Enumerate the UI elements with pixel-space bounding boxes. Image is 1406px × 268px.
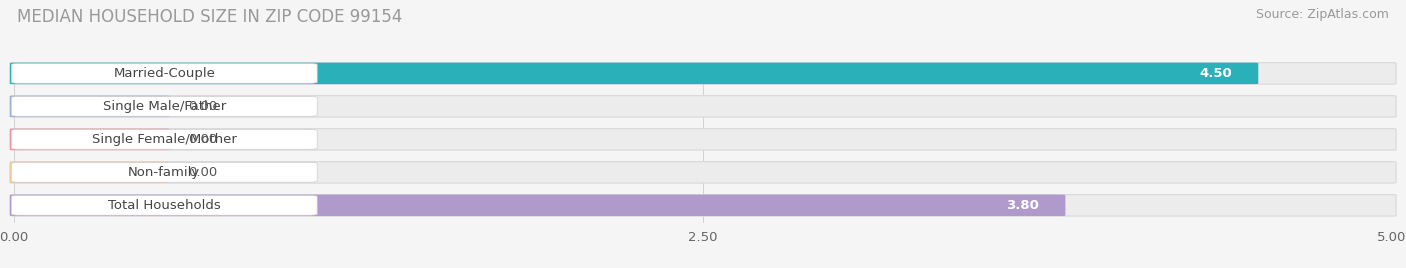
- FancyBboxPatch shape: [10, 195, 1396, 216]
- Text: 0.00: 0.00: [187, 100, 217, 113]
- FancyBboxPatch shape: [10, 96, 1396, 117]
- Text: Non-family: Non-family: [128, 166, 201, 179]
- Text: 4.50: 4.50: [1199, 67, 1232, 80]
- Text: MEDIAN HOUSEHOLD SIZE IN ZIP CODE 99154: MEDIAN HOUSEHOLD SIZE IN ZIP CODE 99154: [17, 8, 402, 26]
- Text: 3.80: 3.80: [1007, 199, 1039, 212]
- Text: Total Households: Total Households: [108, 199, 221, 212]
- FancyBboxPatch shape: [10, 162, 1396, 183]
- FancyBboxPatch shape: [11, 64, 318, 83]
- FancyBboxPatch shape: [11, 162, 318, 182]
- Text: Single Male/Father: Single Male/Father: [103, 100, 226, 113]
- FancyBboxPatch shape: [10, 129, 1396, 150]
- Text: Source: ZipAtlas.com: Source: ZipAtlas.com: [1256, 8, 1389, 21]
- FancyBboxPatch shape: [11, 195, 318, 215]
- Text: Single Female/Mother: Single Female/Mother: [91, 133, 236, 146]
- FancyBboxPatch shape: [11, 129, 318, 149]
- Text: 0.00: 0.00: [187, 166, 217, 179]
- FancyBboxPatch shape: [10, 195, 1066, 216]
- FancyBboxPatch shape: [10, 63, 1258, 84]
- FancyBboxPatch shape: [11, 96, 318, 116]
- FancyBboxPatch shape: [10, 63, 1396, 84]
- FancyBboxPatch shape: [10, 129, 170, 150]
- Text: 0.00: 0.00: [187, 133, 217, 146]
- Text: Married-Couple: Married-Couple: [114, 67, 215, 80]
- FancyBboxPatch shape: [10, 96, 170, 117]
- FancyBboxPatch shape: [10, 162, 170, 183]
